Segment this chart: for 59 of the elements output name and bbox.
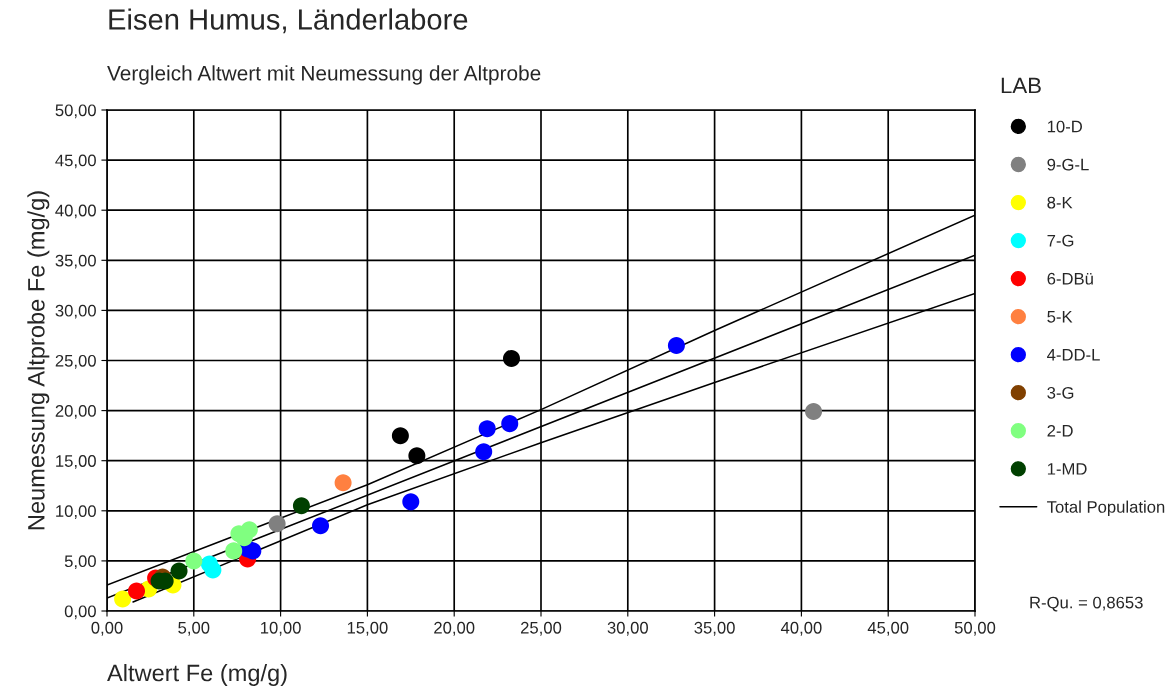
legend-title: LAB: [1001, 77, 1041, 94]
point: [312, 517, 330, 535]
point: [204, 561, 222, 579]
legend-label: 7-G: [1047, 234, 1074, 247]
y-tick-label: 35,00: [55, 254, 96, 269]
x-tick-label: 15,00: [347, 621, 388, 636]
chart-subtitle: Vergleich Altwert mit Neumessung der Altprobe: [107, 65, 541, 85]
x-tick-label: 45,00: [867, 621, 909, 636]
legend-label: 5-K: [1047, 311, 1073, 323]
legend-label: 3-G: [1047, 386, 1074, 399]
point: [402, 493, 420, 511]
point: [391, 427, 409, 445]
point: [114, 590, 132, 608]
y-tick-label: 45,00: [55, 154, 96, 169]
legend-label: 4-DD-L: [1047, 349, 1100, 361]
x-tick-label: 5,00: [178, 621, 210, 636]
y-tick-label: 30,00: [55, 304, 96, 319]
legend-label: 10-D: [1047, 120, 1082, 133]
y-axis-title: Neumessung Altprobe Fe (mg/g): [27, 191, 50, 530]
y-tick-label: 20,00: [55, 405, 96, 419]
point: [225, 542, 243, 560]
point: [667, 336, 685, 354]
y-tick-label: 25,00: [55, 354, 96, 369]
point: [408, 447, 426, 465]
legend-label: 6-DBü: [1047, 272, 1093, 285]
point: [268, 515, 286, 533]
x-tick-label: 35,00: [694, 621, 735, 636]
x-tick-label: 30,00: [607, 621, 648, 636]
point: [170, 562, 188, 580]
point: [478, 420, 496, 438]
y-tick-label: 50,00: [55, 104, 96, 119]
point: [805, 403, 823, 421]
point: [334, 474, 352, 492]
x-tick-label: 40,00: [780, 621, 822, 636]
legend-label: Total Population: [1047, 500, 1165, 517]
legend-label: 9-G-L: [1047, 158, 1089, 171]
chart-title: Eisen Humus, Länderlabore: [109, 8, 468, 34]
point: [185, 552, 203, 570]
x-axis-title: Altwert Fe (mg/g): [107, 663, 287, 686]
x-tick-label: 25,00: [520, 621, 562, 636]
x-tick-label: 0,00: [91, 621, 123, 636]
x-tick-label: 20,00: [434, 621, 475, 636]
point: [292, 497, 310, 515]
x-tick-label: 50,00: [954, 621, 996, 636]
y-tick-label: 40,00: [55, 204, 96, 219]
x-tick-label: 10,00: [261, 621, 301, 636]
point: [502, 349, 520, 367]
point: [128, 582, 146, 600]
legend-label: 2-D: [1047, 424, 1073, 437]
y-tick-label: 0,00: [64, 605, 96, 620]
point: [501, 415, 519, 433]
text: R-Qu. = 0,8653: [1030, 596, 1143, 612]
y-tick-label: 5,00: [64, 555, 96, 570]
point: [240, 521, 258, 539]
point: [475, 443, 493, 461]
y-tick-label: 15,00: [56, 455, 96, 469]
legend-label: 1-MD: [1047, 463, 1087, 475]
y-tick-label: 10,00: [56, 505, 96, 519]
legend-label: 8-K: [1047, 196, 1073, 209]
